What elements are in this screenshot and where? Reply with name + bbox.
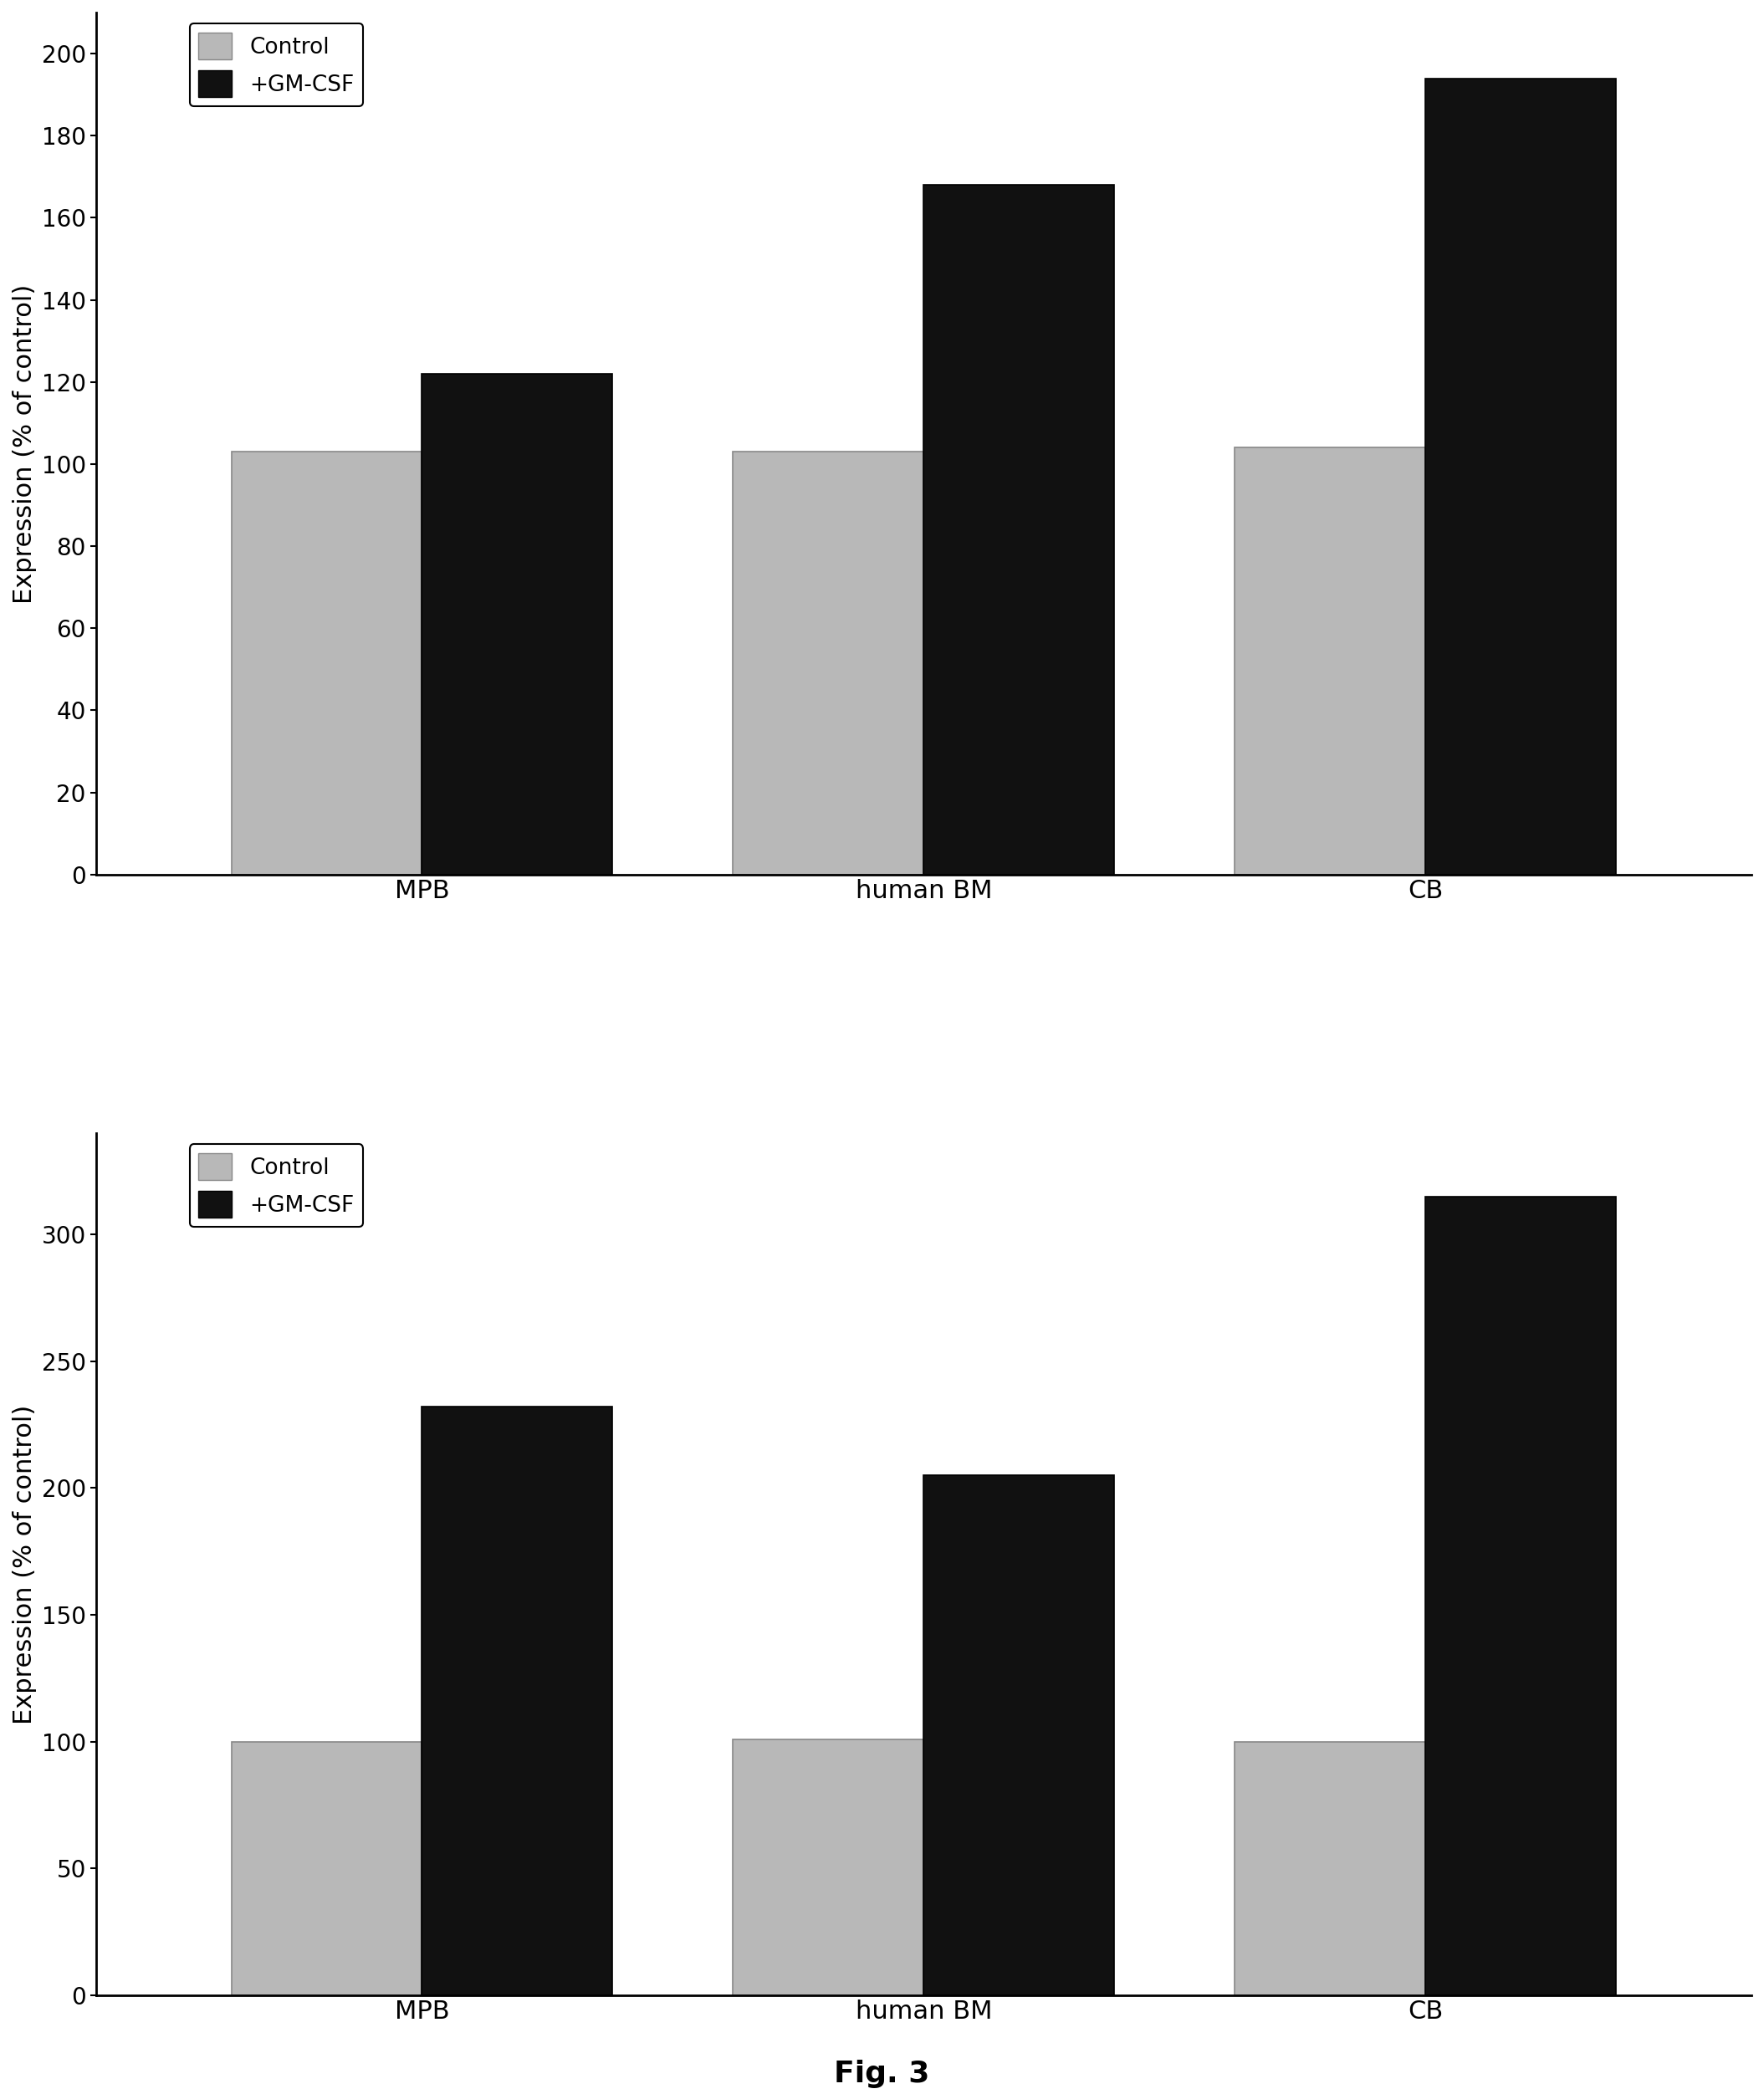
Legend: Control, +GM-CSF: Control, +GM-CSF [191,1144,363,1226]
Bar [924,1476,1115,1996]
Bar [734,1740,924,1996]
Bar [1235,447,1425,875]
Bar [422,1406,612,1996]
Y-axis label: Expression (% of control): Expression (% of control) [12,1404,37,1723]
Bar [422,374,612,875]
Text: Fig. 3: Fig. 3 [834,2059,930,2089]
Bar [1425,78,1616,875]
Bar [1235,1742,1425,1996]
Bar [734,451,924,875]
Bar [231,1742,422,1996]
Y-axis label: Expression (% of control): Expression (% of control) [12,283,37,602]
Bar [231,451,422,875]
Bar [924,185,1115,875]
Bar [1425,1196,1616,1996]
Legend: Control, +GM-CSF: Control, +GM-CSF [191,23,363,107]
